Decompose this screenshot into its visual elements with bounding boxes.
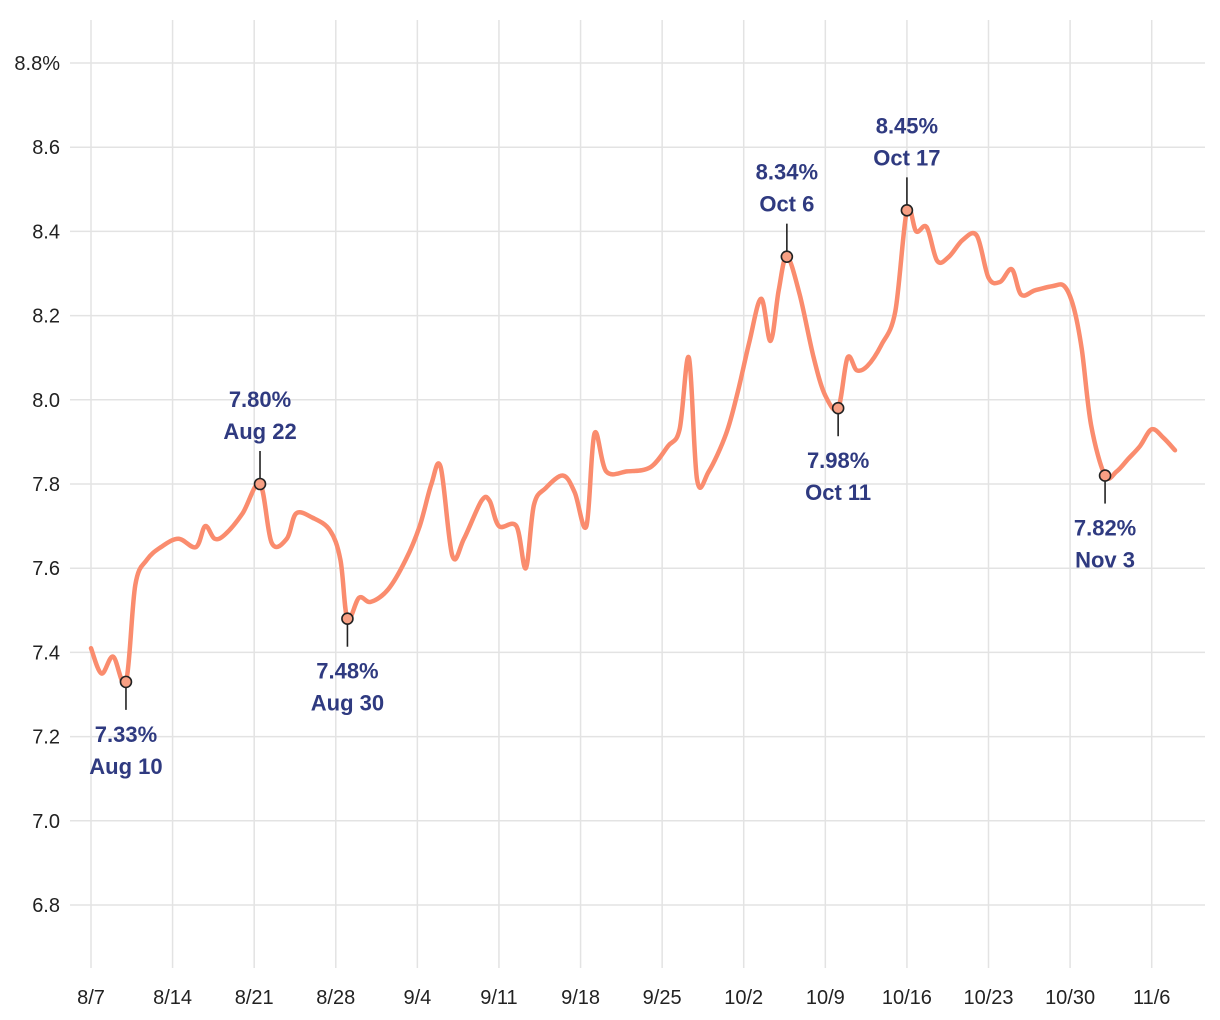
annotation-3: 8.34% Oct 6 (756, 160, 818, 263)
y-tick-label: 6.8 (32, 895, 60, 917)
annotation-date: Oct 17 (873, 145, 940, 170)
y-tick-label: 7.2 (32, 727, 60, 749)
annotation-date: Oct 11 (805, 480, 871, 505)
y-tick-label: 8.0 (32, 390, 60, 412)
annotation-value: 7.82% (1074, 516, 1136, 541)
annotation-value: 8.45% (876, 113, 938, 138)
annotation-marker (119, 675, 133, 689)
x-tick-label: 11/6 (1133, 987, 1170, 1009)
annotation-value: 7.80% (229, 387, 291, 412)
x-tick-label: 10/9 (806, 987, 845, 1009)
y-tick-label: 8.4 (32, 221, 60, 243)
annotation-marker (831, 401, 845, 415)
annotation-value: 7.48% (316, 659, 378, 684)
x-tick-label: 10/2 (724, 987, 763, 1009)
annotation-5: 8.45% Oct 17 (873, 113, 941, 217)
annotation-marker (253, 477, 267, 491)
annotation-date: Aug 10 (89, 754, 162, 779)
x-tick-label: 9/4 (403, 987, 431, 1009)
annotation-date: Aug 30 (311, 691, 384, 716)
x-tick-label: 9/25 (643, 987, 682, 1009)
annotation-1: 7.80% Aug 22 (223, 387, 297, 491)
y-tick-label: 8.8% (14, 53, 60, 75)
annotation-marker (780, 250, 794, 263)
annotation-marker (1098, 469, 1112, 482)
x-tick-label: 8/21 (235, 987, 274, 1009)
x-tick-label: 8/14 (153, 987, 192, 1009)
annotation-value: 7.98% (807, 448, 869, 473)
x-tick-label: 8/28 (316, 987, 355, 1009)
y-tick-label: 7.0 (32, 811, 60, 833)
x-tick-label: 10/23 (963, 987, 1013, 1009)
y-tick-label: 8.6 (32, 137, 60, 159)
annotation-date: Oct 6 (759, 192, 814, 217)
y-tick-label: 7.8 (32, 474, 60, 496)
x-tick-label: 9/18 (561, 987, 600, 1009)
annotation-0: 7.33% Aug 10 (89, 675, 163, 779)
annotation-date: Aug 22 (223, 419, 296, 444)
annotation-value: 7.33% (95, 722, 157, 747)
annotation-marker (341, 612, 354, 626)
annotation-marker (900, 204, 914, 217)
x-axis-tick-labels: 8/7 8/14 8/21 8/28 9/4 9/11 9/18 9/25 10/2 10/9 10… (77, 987, 1170, 1009)
x-tick-label: 9/11 (480, 987, 517, 1009)
y-tick-label: 8.2 (32, 306, 60, 328)
x-tick-label: 10/30 (1045, 987, 1095, 1009)
annotation-4: 7.98% Oct 11 (805, 401, 871, 505)
annotation-date: Nov 3 (1075, 548, 1135, 573)
annotation-value: 8.34% (756, 160, 818, 185)
x-tick-label: 8/7 (77, 987, 105, 1009)
y-tick-label: 7.4 (32, 642, 60, 664)
annotation-6: 7.82% Nov 3 (1074, 469, 1136, 573)
annotation-2: 7.48% Aug 30 (311, 612, 384, 716)
y-tick-label: 7.6 (32, 558, 60, 580)
series-layer (88, 205, 1178, 687)
horizontal-gridlines (70, 62, 1205, 906)
series-line-rate (88, 205, 1178, 687)
x-tick-label: 10/16 (882, 987, 932, 1009)
annotations-layer: 7.33% Aug 10 7.80% Aug 22 7.48% Aug 30 8.34% Oc… (89, 113, 1136, 779)
y-axis-tick-labels: 6.8 7.0 7.2 7.4 7.6 7.8 8.0 8.2 8.4 8.6 8.8% (14, 53, 60, 917)
